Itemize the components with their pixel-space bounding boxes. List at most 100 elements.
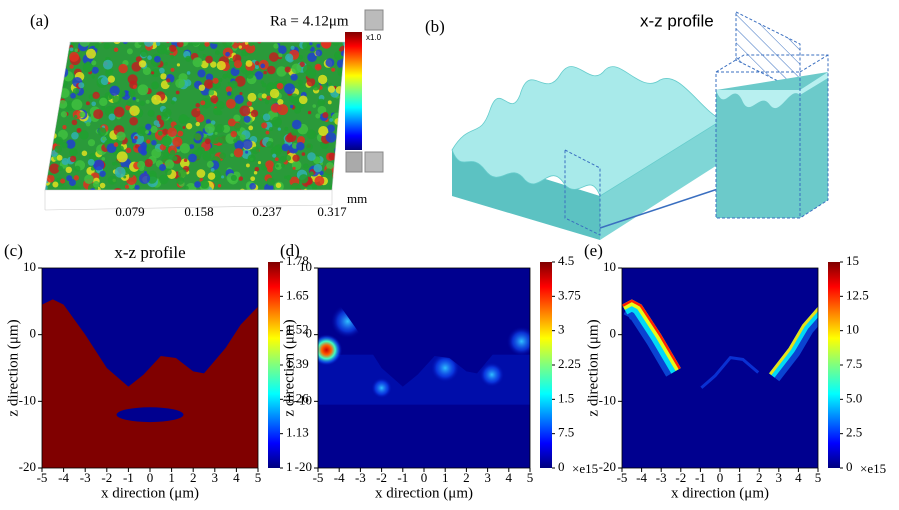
- texture-dot: [45, 46, 48, 53]
- texture-dot: [157, 130, 163, 136]
- texture-dot: [186, 71, 191, 75]
- texture-dot: [261, 122, 268, 129]
- texture-dot: [162, 128, 169, 135]
- texture-dot: [45, 51, 56, 63]
- colorbar-tick-label: 2.25: [558, 356, 581, 371]
- texture-dot: [202, 151, 212, 161]
- texture-dot: [257, 42, 262, 44]
- texture-dot: [204, 123, 215, 134]
- texture-dot: [260, 80, 265, 85]
- texture-dot: [66, 175, 73, 182]
- colorbar-tick-label: 3.75: [558, 287, 581, 302]
- y-tick-label: 10: [603, 259, 616, 274]
- texture-dot: [303, 163, 309, 169]
- texture-dot: [69, 64, 74, 69]
- texture-dot: [222, 124, 231, 133]
- texture-dot: [176, 42, 184, 48]
- texture-dot: [91, 66, 99, 74]
- x-tick-label: 0.079: [115, 204, 144, 219]
- box-grid: [44, 41, 346, 211]
- button-tool[interactable]: [345, 151, 363, 173]
- texture-dot: [254, 61, 260, 66]
- texture-dot: [71, 132, 79, 140]
- texture-dot: [225, 51, 230, 57]
- texture-dot: [96, 191, 104, 199]
- texture-dot: [197, 69, 206, 78]
- texture-dot: [46, 174, 55, 183]
- texture-dot: [167, 127, 178, 138]
- texture-dot: [254, 65, 259, 70]
- texture-dot: [197, 146, 205, 155]
- x-tick-label: -3: [80, 470, 91, 485]
- texture-dot: [45, 104, 51, 110]
- texture-dot: [246, 101, 253, 107]
- texture-dot: [113, 142, 119, 147]
- texture-dot: [136, 98, 140, 102]
- texture-dot: [53, 42, 60, 46]
- texture-dot: [198, 84, 206, 91]
- texture-dot: [139, 100, 146, 107]
- texture-dot: [261, 189, 273, 190]
- texture-dot: [143, 192, 148, 197]
- texture-dot: [229, 57, 233, 62]
- texture-dot: [280, 163, 286, 168]
- x-tick-label: 2: [756, 470, 763, 485]
- texture-dot: [289, 93, 300, 104]
- texture-dot: [87, 139, 96, 147]
- texture-dot: [56, 52, 66, 62]
- texture-dot: [49, 163, 60, 174]
- texture-dot: [332, 186, 342, 190]
- colorbar-multiplier: ×e15: [860, 461, 886, 476]
- x-unit: mm: [347, 191, 367, 206]
- texture-dot: [322, 112, 329, 119]
- x-tick-label: 4: [233, 470, 240, 485]
- texture-dot: [136, 126, 147, 137]
- texture-dot: [193, 132, 202, 141]
- texture-dot: [145, 130, 149, 134]
- texture-dot: [50, 88, 62, 100]
- texture-dot: [238, 45, 242, 49]
- texture-dot: [332, 171, 343, 182]
- texture-dot: [151, 71, 155, 75]
- button-down[interactable]: [364, 151, 384, 173]
- texture-dot: [301, 152, 306, 156]
- texture-dot: [102, 59, 113, 70]
- texture-dot: [48, 131, 55, 138]
- texture-dot: [175, 78, 185, 89]
- colorbar-tick-label: 4.5: [558, 253, 574, 268]
- texture-dot: [309, 42, 313, 46]
- y-tick-label: 10: [23, 259, 36, 274]
- texture-dot: [178, 114, 189, 125]
- texture-dot: [177, 130, 184, 137]
- texture-dot: [126, 100, 132, 106]
- texture-dot: [69, 47, 74, 52]
- texture-dot: [210, 120, 216, 125]
- texture-dot: [307, 152, 316, 161]
- texture-dot: [212, 77, 219, 84]
- texture-dot: [183, 158, 188, 163]
- colorbar-label: x1.0: [366, 33, 382, 42]
- texture-dot: [251, 146, 260, 155]
- texture-dot: [327, 100, 332, 105]
- texture-dot: [79, 130, 89, 140]
- button-up[interactable]: [364, 9, 384, 31]
- colorbar-tick-label: 7.5: [558, 425, 574, 440]
- texture-dot: [277, 98, 284, 106]
- profile-top: [716, 72, 828, 109]
- texture-dot: [156, 44, 167, 55]
- texture-dot: [76, 127, 82, 133]
- texture-dot: [153, 120, 160, 126]
- texture-dot: [317, 74, 328, 85]
- texture-dot: [299, 61, 305, 68]
- texture-dot: [91, 75, 95, 79]
- texture-dot: [161, 135, 172, 147]
- x-tick-label: 5: [527, 470, 534, 485]
- panel-title: x-z profile: [114, 243, 185, 262]
- texture-dot: [45, 58, 53, 67]
- texture-dot: [158, 174, 169, 185]
- x-tick-label: -3: [355, 470, 366, 485]
- texture-dot: [257, 161, 261, 165]
- texture-dot: [58, 67, 69, 78]
- texture-dot: [118, 89, 126, 98]
